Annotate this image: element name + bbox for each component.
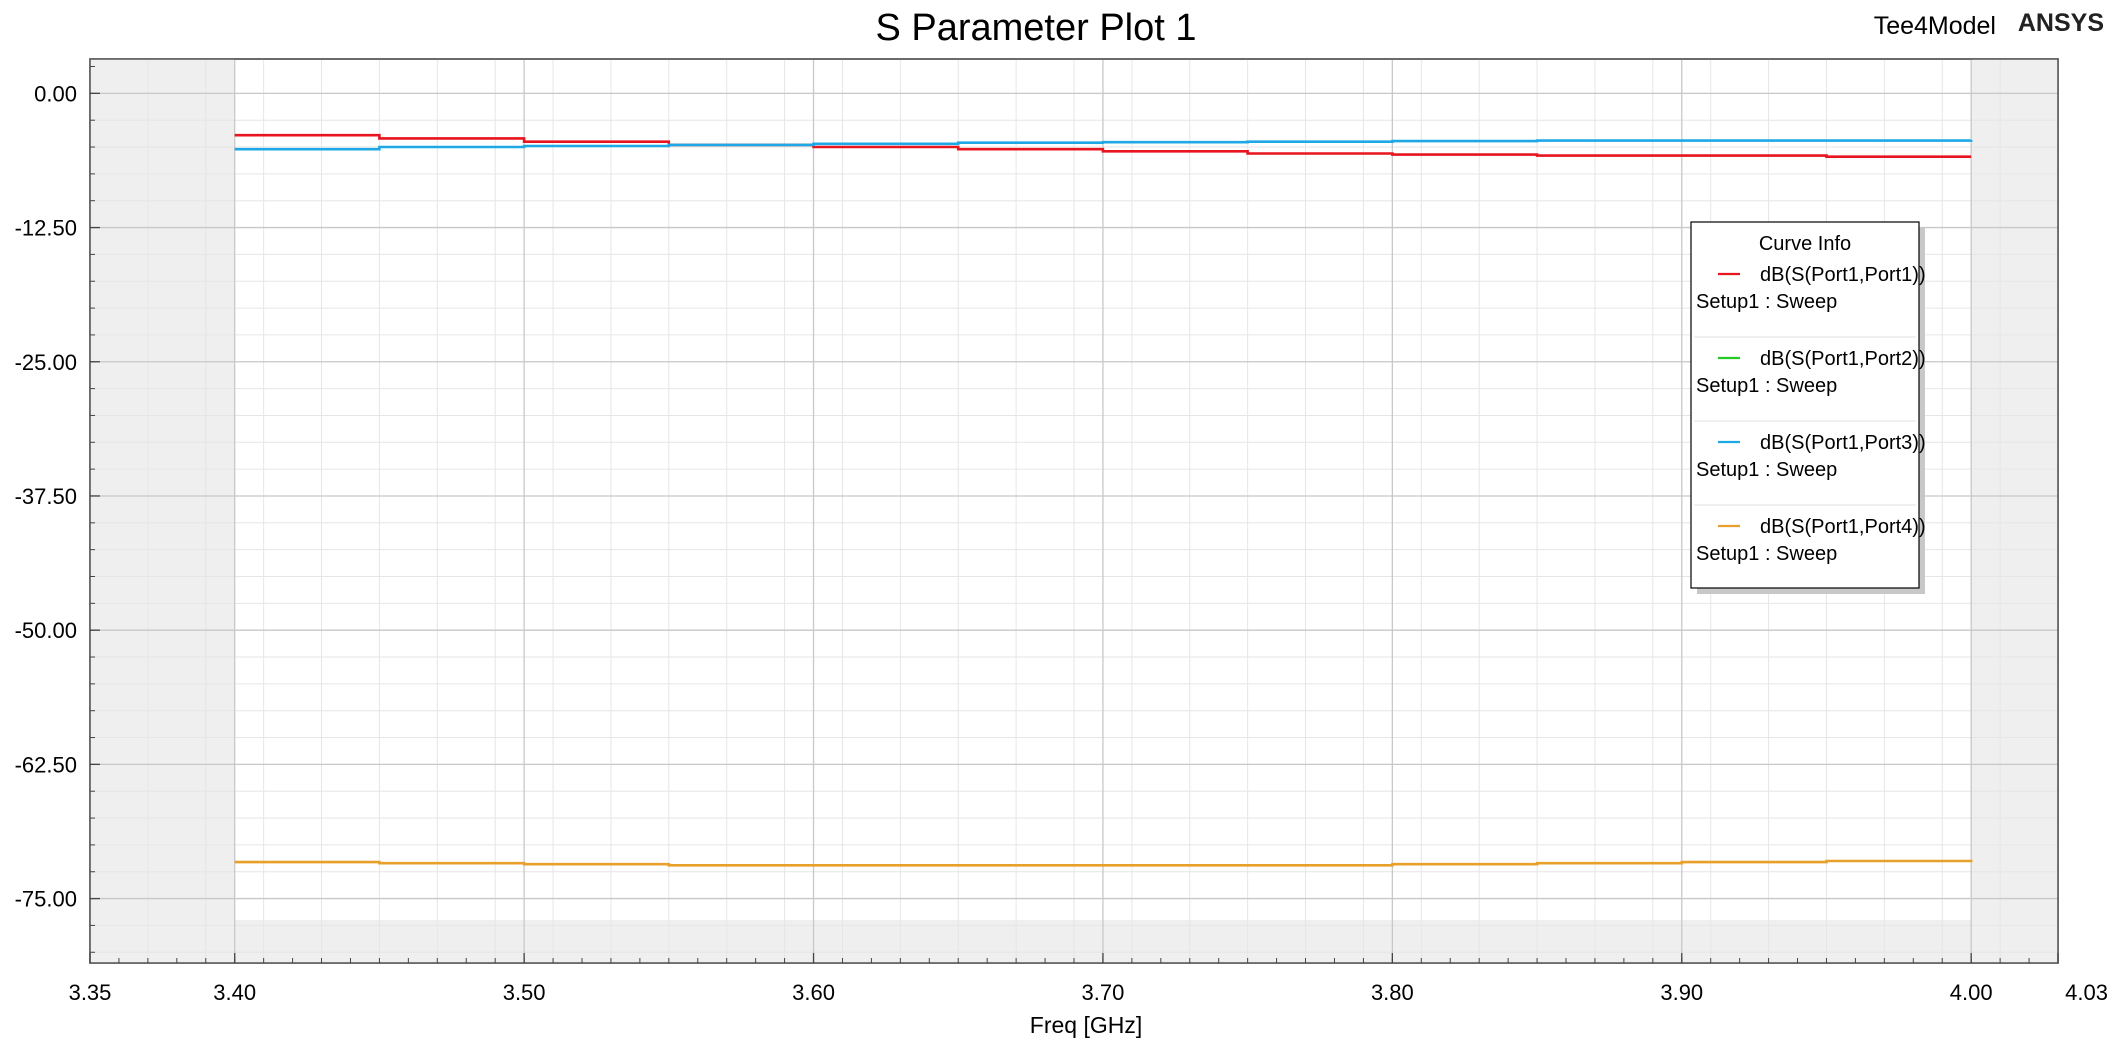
ansys-logo: ANSYS [2018,9,2104,37]
x-tick-label: 3.70 [1082,980,1125,1005]
y-tick-label: 0.00 [34,81,77,106]
legend-entry-name: dB(S(Port1,Port4)) [1760,516,1926,538]
chart-title: S Parameter Plot 1 [875,7,1196,49]
series-layer [234,133,1973,867]
x-tick-label: 3.50 [503,980,546,1005]
x-axis: 3.35 3.40 3.50 3.60 3.70 3.80 3.90 4.00 4.03 [69,953,2108,1005]
y-tick-label: -25.00 [15,350,77,375]
x-tick-label: 3.35 [69,980,112,1005]
legend-entry-setup: Setup1 : Sweep [1696,291,1837,313]
legend-entry-setup: Setup1 : Sweep [1696,375,1837,397]
y-tick-label: -75.00 [15,887,77,912]
series-line-db-s-port1-port4[interactable] [234,859,1973,867]
y-tick-label: -12.50 [15,216,77,241]
y-tick-label: -62.50 [15,752,77,777]
legend-entry-setup: Setup1 : Sweep [1696,543,1837,565]
model-name: Tee4Model [1874,12,1996,40]
series-line-db-s-port1-port3[interactable] [234,139,1973,151]
series-line-db-s-port1-port1[interactable] [234,133,1972,158]
x-tick-label: 3.60 [792,980,835,1005]
out-of-range-band-left [90,59,235,963]
x-tick-label: 3.90 [1660,980,1703,1005]
x-tick-label: 4.00 [1950,980,1993,1005]
legend-title: Curve Info [1759,233,1851,255]
x-tick-label: 3.80 [1371,980,1414,1005]
y-axis: 0.00 -12.50 -25.00 -37.50 -50.00 -62.50 -75.00 [15,66,100,953]
y-tick-label: -50.00 [15,618,77,643]
out-of-range-band-right [1971,59,2058,963]
x-tick-label: 4.03 [2065,980,2108,1005]
legend-entry-name: dB(S(Port1,Port3)) [1760,432,1926,454]
curve-info-legend[interactable]: Curve Info dB(S(Port1,Port1)) Setup1 : Sw… [1690,221,1926,594]
y-tick-label: -37.50 [15,484,77,509]
x-tick-label: 3.40 [213,980,256,1005]
legend-entry-name: dB(S(Port1,Port2)) [1760,348,1926,370]
legend-entries: dB(S(Port1,Port1)) Setup1 : Sweep dB(S(Por… [1694,264,1926,565]
legend-entry-name: dB(S(Port1,Port1)) [1760,264,1926,286]
x-axis-title: Freq [GHz] [1030,1012,1142,1038]
legend-entry-setup: Setup1 : Sweep [1696,459,1837,481]
